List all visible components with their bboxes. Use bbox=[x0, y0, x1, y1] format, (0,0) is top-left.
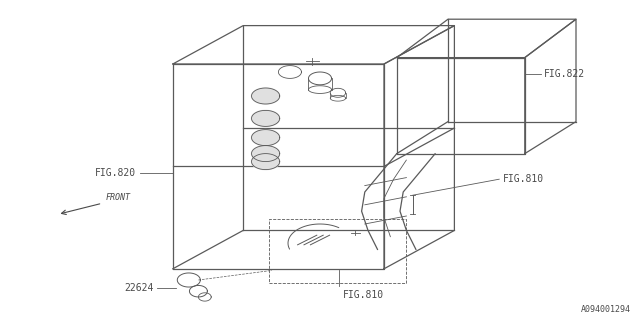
Text: FRONT: FRONT bbox=[106, 193, 131, 202]
Polygon shape bbox=[252, 110, 280, 126]
Polygon shape bbox=[252, 154, 280, 170]
Text: FIG.822: FIG.822 bbox=[544, 68, 585, 79]
Polygon shape bbox=[252, 146, 280, 162]
Polygon shape bbox=[252, 88, 280, 104]
Text: FIG.810: FIG.810 bbox=[502, 174, 543, 184]
Polygon shape bbox=[252, 130, 280, 146]
Text: 22624: 22624 bbox=[124, 283, 154, 293]
Text: A094001294: A094001294 bbox=[580, 305, 630, 314]
Text: FIG.810: FIG.810 bbox=[342, 290, 383, 300]
Text: FIG.820: FIG.820 bbox=[95, 168, 136, 178]
